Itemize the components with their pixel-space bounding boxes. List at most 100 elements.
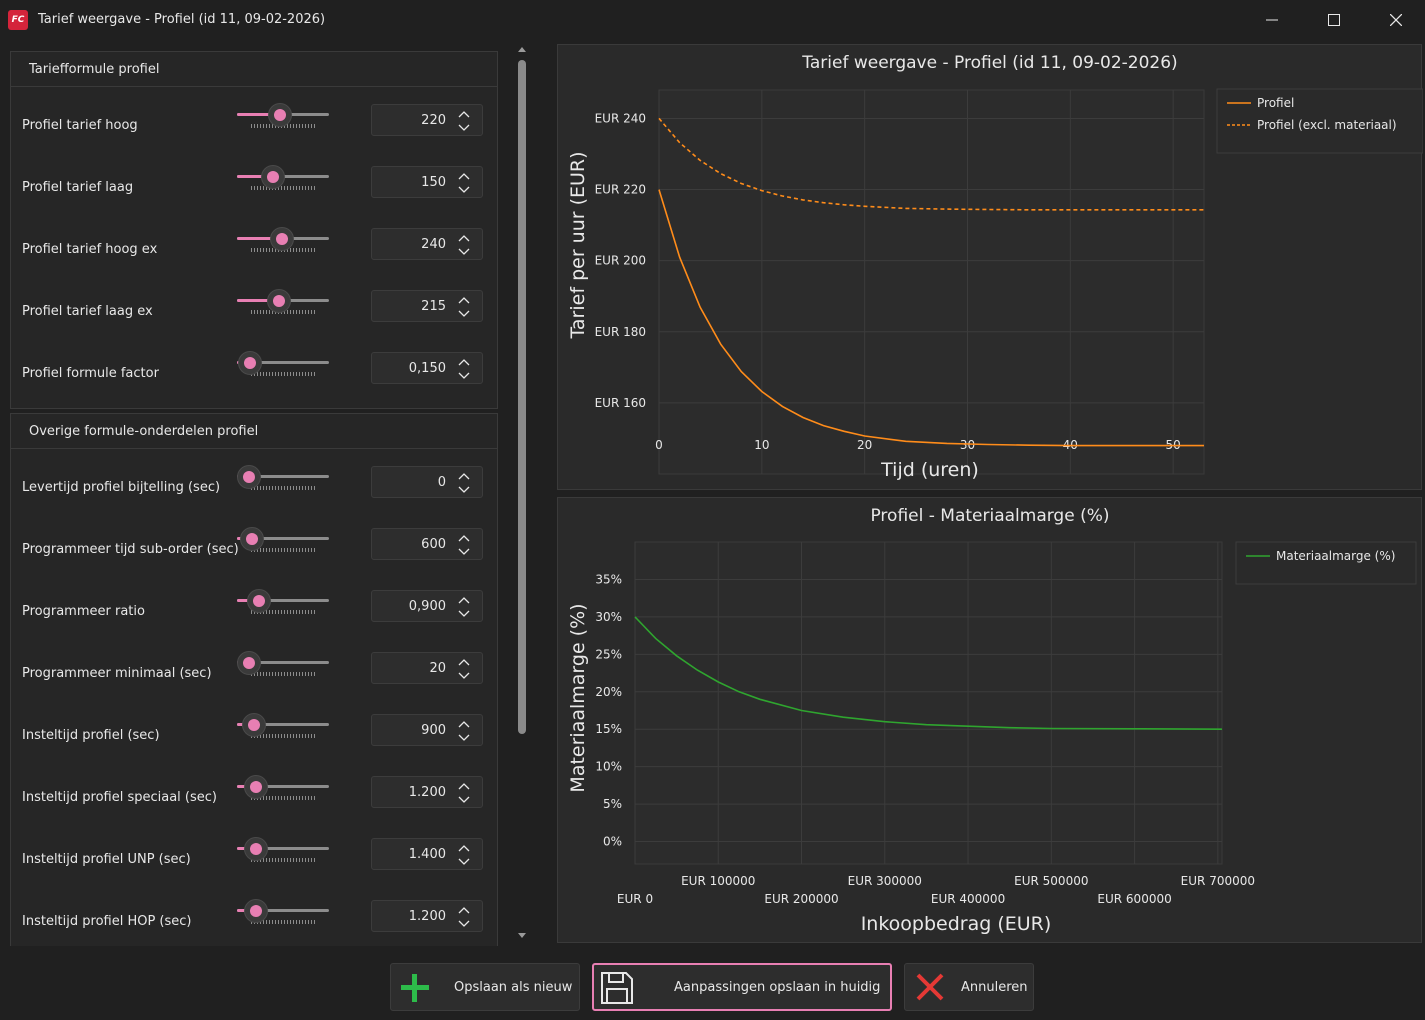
spin-arrows-icon[interactable] [458,783,470,803]
field-label: Insteltijd profiel speciaal (sec) [22,790,217,805]
spinbox-value: 0,900 [408,599,446,614]
value-slider[interactable] [237,586,331,616]
number-spinbox[interactable]: 0 [371,466,483,498]
value-slider[interactable] [237,348,331,378]
slider-handle[interactable] [266,289,291,313]
legend-label: Materiaalmarge (%) [1276,549,1395,563]
slider-track [237,537,329,540]
number-spinbox[interactable]: 1.200 [371,776,483,808]
save-as-new-button[interactable]: Opslaan als nieuw [390,963,580,1011]
form-row: Insteltijd profiel speciaal (sec) 1.200 [11,768,497,830]
number-spinbox[interactable]: 240 [371,228,483,260]
slider-handle[interactable] [260,165,285,189]
slider-handle[interactable] [237,465,261,489]
spin-arrows-icon[interactable] [458,359,470,379]
vertical-scrollbar-thumb[interactable] [518,60,526,734]
spinbox-value: 1.400 [408,847,446,862]
form-row: Programmeer ratio 0,900 [11,582,497,644]
spinbox-value: 215 [421,299,446,314]
number-spinbox[interactable]: 150 [371,166,483,198]
value-slider[interactable] [237,162,331,192]
slider-ticks [251,858,317,862]
form-row: Levertijd profiel bijtelling (sec) 0 [11,458,497,520]
y-tick-label: 0% [603,835,622,849]
slider-ticks [251,186,317,190]
value-slider[interactable] [237,896,331,926]
cancel-button[interactable]: Annuleren [904,963,1034,1011]
spin-arrows-icon[interactable] [458,907,470,927]
number-spinbox[interactable]: 600 [371,528,483,560]
slider-fill [237,113,280,116]
number-spinbox[interactable]: 220 [371,104,483,136]
slider-handle[interactable] [237,651,261,675]
value-slider[interactable] [237,710,331,740]
number-spinbox[interactable]: 215 [371,290,483,322]
value-slider[interactable] [237,772,331,802]
slider-track [237,475,329,478]
spin-arrows-icon[interactable] [458,535,470,555]
field-label: Profiel tarief hoog [22,118,138,133]
slider-fill [237,237,282,240]
x-tick-label: 0 [655,438,663,452]
slider-handle[interactable] [243,775,268,799]
form-row: Profiel tarief laag ex 215 [11,282,497,344]
spin-arrows-icon[interactable] [458,721,470,741]
legend-box [1235,541,1417,585]
form-row: Insteltijd profiel HOP (sec) 1.200 [11,892,497,954]
spin-arrows-icon[interactable] [458,297,470,317]
value-slider[interactable] [237,224,331,254]
value-slider[interactable] [237,462,331,492]
y-tick-label: 5% [603,797,622,811]
spin-arrows-icon[interactable] [458,111,470,131]
spin-arrows-icon[interactable] [458,659,470,679]
slider-handle[interactable] [267,103,292,127]
save-current-label: Aanpassingen opslaan in huidig [674,980,881,995]
slider-handle[interactable] [243,837,268,861]
slider-handle[interactable] [241,713,266,737]
y-tick-label: 35% [595,572,622,586]
number-spinbox[interactable]: 1.400 [371,838,483,870]
value-slider[interactable] [237,100,331,130]
slider-track [237,723,329,726]
scroll-down-icon[interactable] [515,930,529,940]
number-spinbox[interactable]: 0,900 [371,590,483,622]
scroll-up-icon[interactable] [515,44,529,54]
form-row: Programmeer minimaal (sec) 20 [11,644,497,706]
value-slider[interactable] [237,286,331,316]
slider-ticks [251,548,317,552]
field-label: Programmeer tijd sub-order (sec) [22,542,239,557]
y-axis-label: Tarief per uur (EUR) [567,151,589,339]
x-tick-label: EUR 200000 [764,892,838,906]
slider-handle[interactable] [238,351,263,375]
slider-handle[interactable] [243,899,268,923]
spin-arrows-icon[interactable] [458,173,470,193]
spinbox-value: 1.200 [408,909,446,924]
spin-arrows-icon[interactable] [458,235,470,255]
number-spinbox[interactable]: 900 [371,714,483,746]
number-spinbox[interactable]: 1.200 [371,900,483,932]
slider-track [237,847,329,850]
close-button[interactable] [1366,0,1425,40]
number-spinbox[interactable]: 0,150 [371,352,483,384]
spin-arrows-icon[interactable] [458,845,470,865]
plus-icon [401,974,429,1002]
value-slider[interactable] [237,648,331,678]
save-as-new-label: Opslaan als nieuw [454,980,573,995]
x-tick-label: EUR 300000 [848,874,922,888]
value-slider[interactable] [237,834,331,864]
slider-handle[interactable] [269,227,294,251]
minimize-button[interactable] [1242,0,1302,40]
slider-handle[interactable] [240,527,265,551]
form-row: Insteltijd profiel (sec) 900 [11,706,497,768]
spin-arrows-icon[interactable] [458,597,470,617]
spin-arrows-icon[interactable] [458,473,470,493]
x-tick-label: EUR 400000 [931,892,1005,906]
close-icon [1390,14,1402,26]
value-slider[interactable] [237,524,331,554]
field-label: Profiel tarief laag [22,180,134,195]
maximize-button[interactable] [1304,0,1364,40]
materiaalmarge-chart-svg: Profiel - Materiaalmarge (%) 0% 5% 10% 15% 20… [567,506,1417,935]
save-current-button[interactable]: Aanpassingen opslaan in huidig [592,963,892,1011]
slider-handle[interactable] [246,589,271,613]
number-spinbox[interactable]: 20 [371,652,483,684]
